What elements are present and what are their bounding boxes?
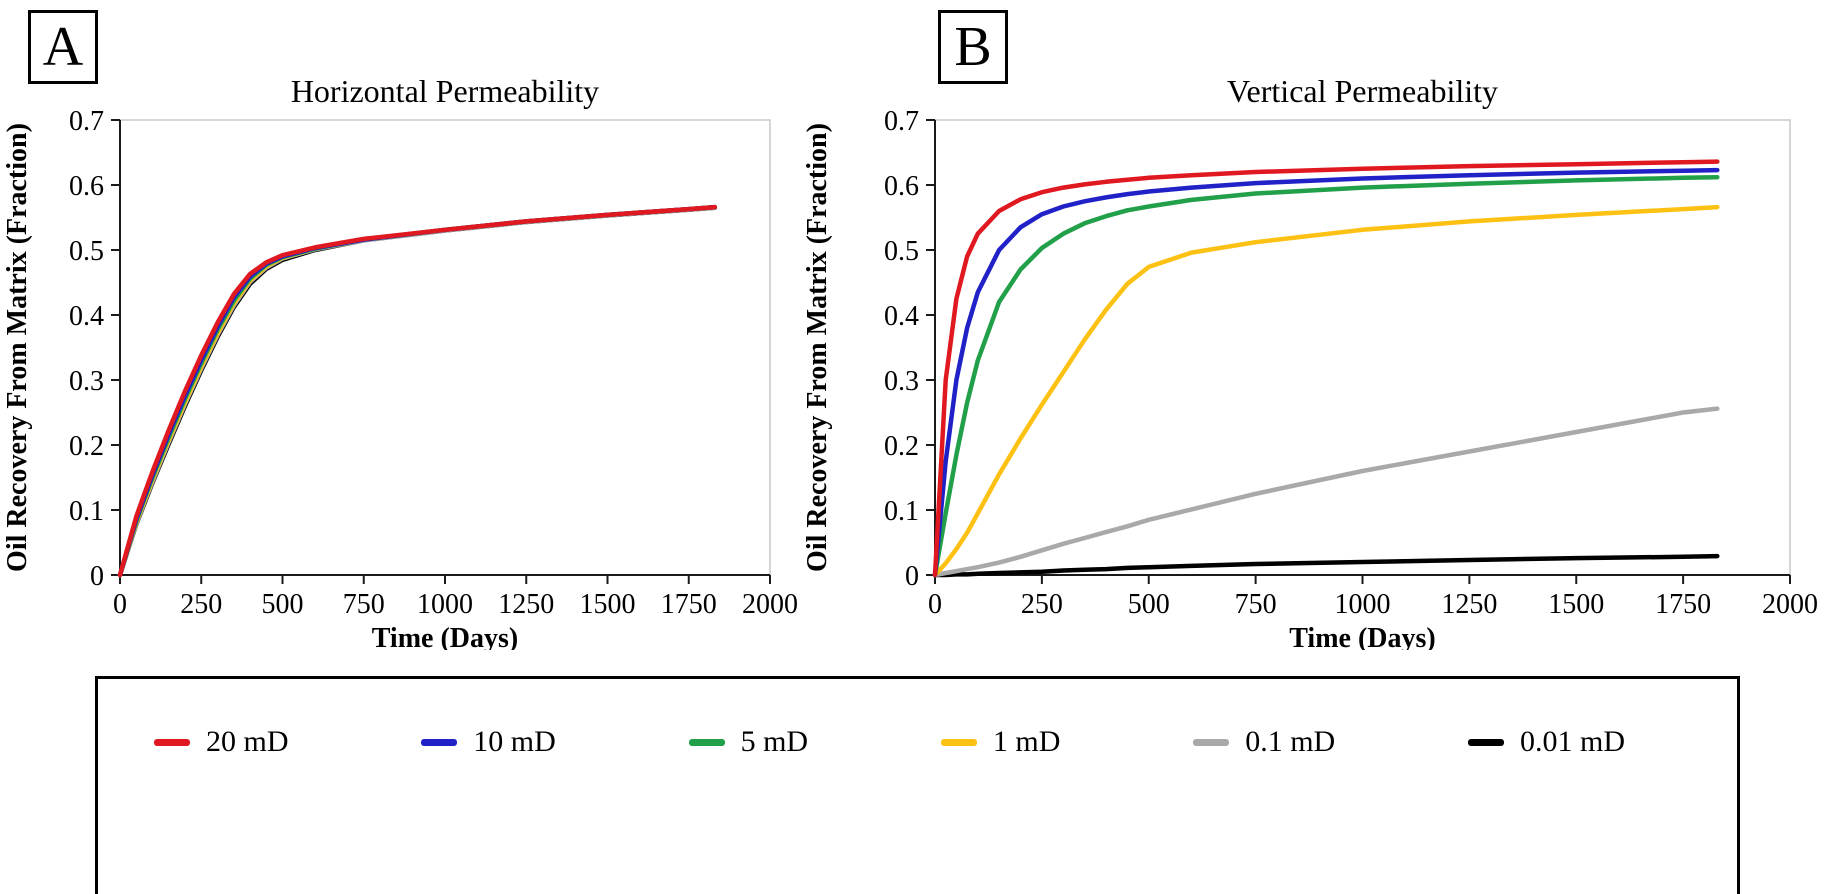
series-line-5-md <box>117 204 718 578</box>
plot-border <box>119 119 771 576</box>
legend-label: 0.1 mD <box>1245 725 1336 758</box>
x-tick-label: 1250 <box>1441 589 1497 620</box>
series-line-5-md <box>932 174 1720 578</box>
x-tick-label: 1250 <box>498 589 554 620</box>
x-tick-label: 1000 <box>1335 589 1391 620</box>
series-line-0.1-md <box>117 205 718 578</box>
series-line-0.01-md <box>932 553 1720 578</box>
chart-title: Vertical Permeability <box>1227 73 1498 109</box>
legend-swatch <box>1467 738 1504 746</box>
legend-item: 5 mD <box>688 725 809 759</box>
legend-swatch <box>421 738 458 746</box>
panel-label-b: B <box>938 10 1008 84</box>
series-line-10-md <box>117 204 718 578</box>
x-tick-label: 0 <box>113 589 127 620</box>
legend-item: 20 mD <box>154 725 289 759</box>
x-tick-label: 1500 <box>1548 589 1604 620</box>
chart-vertical-permeability: 0 0.1 0.2 0.3 0.4 0.5 0.6 0.7 0 250 500 750 1000 1250… <box>802 73 1818 650</box>
y-tick-label: 0.4 <box>884 301 919 332</box>
series-line-1-md <box>932 204 1720 578</box>
y-tick-label: 0.2 <box>69 431 104 462</box>
legend-swatch <box>1193 738 1230 746</box>
chart-horizontal-permeability: 0 0.1 0.2 0.3 0.4 0.5 0.6 0.7 0 250 500 750 1000 1250… <box>2 73 798 650</box>
legend-item: 0.01 mD <box>1467 725 1625 759</box>
x-tick-label: 1000 <box>417 589 473 620</box>
legend-swatch <box>688 738 725 746</box>
panel-horizontal-permeability: 0 0.1 0.2 0.3 0.4 0.5 0.6 0.7 0 250 500 750 1000 1250… <box>0 0 800 650</box>
panel-label-a: A <box>28 10 98 84</box>
x-tick-label: 750 <box>343 589 385 620</box>
legend-swatch <box>940 738 977 746</box>
legend-label: 10 mD <box>473 725 556 758</box>
y-axis-title: Oil Recovery From Matrix (Fraction) <box>802 123 833 572</box>
x-tick-label: 250 <box>1021 589 1063 620</box>
y-tick-label: 0.4 <box>69 301 104 332</box>
x-tick-label: 500 <box>1128 589 1170 620</box>
legend-item: 0.1 mD <box>1193 725 1335 759</box>
y-tick-label: 0.2 <box>884 431 919 462</box>
legend-item: 1 mD <box>940 725 1061 759</box>
chart-panels: 0 0.1 0.2 0.3 0.4 0.5 0.6 0.7 0 250 500 750 1000 1250… <box>0 0 1830 650</box>
x-axis-title: Time (Days) <box>372 623 518 650</box>
legend-swatch <box>154 738 190 746</box>
x-tick-label: 1750 <box>1655 589 1711 620</box>
y-tick-label: 0.7 <box>884 106 919 137</box>
y-tick-label: 0.1 <box>884 496 919 527</box>
legend-label: 0.01 mD <box>1519 725 1625 758</box>
chart-title: Horizontal Permeability <box>291 73 599 109</box>
series-line-0.01-md <box>117 205 718 578</box>
y-tick-label: 0 <box>905 561 919 592</box>
legend-item: 10 mD <box>421 725 556 759</box>
y-tick-label: 0.7 <box>69 106 104 137</box>
legend-label: 1 mD <box>992 725 1061 758</box>
y-tick-label: 0.6 <box>884 171 919 202</box>
x-tick-label: 1750 <box>661 589 717 620</box>
panel-label-a-text: A <box>42 16 84 78</box>
legend-label: 20 mD <box>206 725 289 758</box>
x-tick-label: 2000 <box>742 589 798 620</box>
series-line-0.1-md <box>932 406 1720 578</box>
y-axis-title: Oil Recovery From Matrix (Fraction) <box>2 123 33 572</box>
y-tick-label: 0.6 <box>69 171 104 202</box>
series-line-20-md <box>117 204 718 578</box>
x-axis-title: Time (Days) <box>1289 623 1435 650</box>
x-tick-label: 750 <box>1235 589 1277 620</box>
x-tick-label: 1500 <box>580 589 636 620</box>
y-tick-label: 0.5 <box>884 236 919 267</box>
y-tick-label: 0 <box>90 561 104 592</box>
series-line-20-md <box>932 159 1720 578</box>
panel-label-b-text: B <box>954 16 992 78</box>
y-tick-label: 0.3 <box>69 366 104 397</box>
y-tick-label: 0.5 <box>69 236 104 267</box>
legend-label: 5 mD <box>740 725 809 758</box>
panel-vertical-permeability: 0 0.1 0.2 0.3 0.4 0.5 0.6 0.7 0 250 500 750 1000 1250… <box>800 0 1830 650</box>
x-tick-label: 500 <box>262 589 304 620</box>
legend-box: 20 mD 10 mD 5 mD 1 mD 0.1 mD 0.01 mD <box>95 676 1740 894</box>
x-tick-label: 2000 <box>1762 589 1818 620</box>
y-tick-label: 0.1 <box>69 496 104 527</box>
y-tick-label: 0.3 <box>884 366 919 397</box>
x-tick-label: 0 <box>928 589 942 620</box>
series-line-1-md <box>117 204 718 578</box>
series-line-10-md <box>932 167 1720 578</box>
x-tick-label: 250 <box>180 589 222 620</box>
